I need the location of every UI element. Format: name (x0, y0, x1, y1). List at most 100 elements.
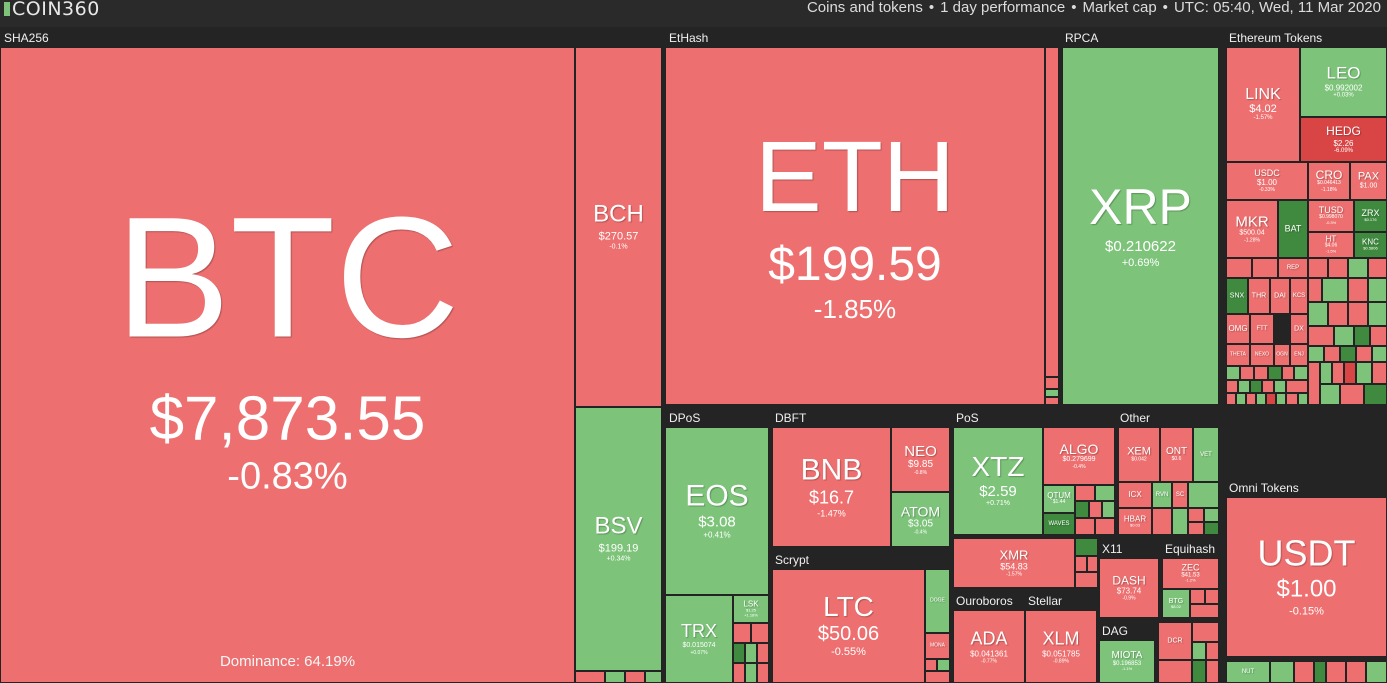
small-coin-tile[interactable] (1075, 572, 1098, 588)
small-coin-tile[interactable] (605, 671, 625, 683)
small-coin-tile[interactable] (1320, 362, 1332, 384)
small-coin-tile[interactable] (1308, 346, 1324, 362)
small-coin-tile[interactable] (1368, 278, 1387, 302)
small-coin-tile[interactable] (1075, 538, 1098, 556)
coin-tile-btg[interactable]: BTG $8.02 (1162, 589, 1190, 618)
small-coin-tile[interactable] (1344, 362, 1356, 384)
coin-tile-knc[interactable]: KNC $0.5806 (1354, 232, 1387, 258)
coin-tile-trx[interactable]: TRX $0.015074 +0.07% (665, 595, 733, 683)
coin-tile-theta[interactable]: THETA (1226, 344, 1250, 366)
coin-tile-xlm[interactable]: XLM $0.051785 -0.89% (1025, 610, 1097, 683)
small-coin-tile[interactable] (1274, 380, 1286, 393)
coin-tile-ftt[interactable]: FTT (1250, 314, 1274, 344)
filter-coins-and-tokens[interactable]: Coins and tokens (806, 0, 923, 16)
coin-tile-hbar[interactable]: HBAR $0.03 (1118, 508, 1152, 535)
small-coin-tile[interactable] (745, 663, 757, 683)
small-coin-tile[interactable] (1206, 642, 1219, 660)
coin-tile-doge[interactable]: DOGE (925, 569, 950, 633)
small-coin-tile[interactable] (1204, 508, 1219, 522)
small-coin-tile[interactable] (1366, 661, 1387, 683)
coin-tile-xtz[interactable]: XTZ $2.59 +0.71% (953, 427, 1043, 535)
small-coin-tile[interactable] (1372, 362, 1387, 384)
small-coin-tile[interactable] (1204, 522, 1219, 535)
small-coin-tile[interactable] (1188, 522, 1204, 535)
coin-tile-cro[interactable]: CRO $0.046413 -1.18% (1308, 162, 1350, 200)
small-coin-tile[interactable] (1254, 366, 1268, 380)
small-coin-tile[interactable] (1192, 622, 1219, 642)
small-coin-tile[interactable] (1286, 393, 1298, 405)
small-coin-tile[interactable] (1087, 556, 1098, 572)
coin-tile-bch[interactable]: BCH $270.57 -0.1% (575, 47, 662, 407)
coin-tile-ltc[interactable]: LTC $50.06 -0.55% (772, 569, 925, 683)
small-coin-tile[interactable] (1314, 661, 1326, 683)
coin-tile-sc[interactable]: SC (1172, 482, 1188, 508)
coin-tile-mona[interactable]: MONA (925, 633, 950, 659)
small-coin-tile[interactable] (1188, 482, 1219, 508)
coin-tile-vet[interactable]: VET (1193, 427, 1219, 482)
coin-tile-leo[interactable]: LEO $0.992002 +0.03% (1300, 47, 1387, 117)
small-coin-tile[interactable] (1368, 258, 1387, 278)
coin-tile-btc[interactable]: BTC $7,873.55 -0.83% Dominance: 64.19% (0, 47, 575, 683)
small-coin-tile[interactable] (575, 671, 605, 683)
coin-tile-ada[interactable]: ADA $0.041361 -0.77% (953, 610, 1025, 683)
coin-tile-hedg[interactable]: HEDG $2.26 -6.09% (1300, 117, 1387, 162)
small-coin-tile[interactable] (1308, 326, 1334, 346)
small-coin-tile[interactable] (645, 671, 662, 683)
small-coin-tile[interactable] (1348, 278, 1368, 302)
coin-tile-xrp[interactable]: XRP $0.210622 +0.69% (1062, 47, 1219, 405)
small-coin-tile[interactable] (1250, 380, 1262, 393)
coin-tile-atom[interactable]: ATOM $3.05 -0.4% (891, 492, 950, 547)
small-coin-tile[interactable] (1368, 302, 1387, 326)
coin-tile-neo[interactable]: NEO $9.85 -0.8% (891, 427, 950, 492)
small-coin-tile[interactable] (1348, 258, 1368, 278)
small-coin-tile[interactable] (1190, 589, 1205, 604)
small-coin-tile[interactable] (625, 671, 645, 683)
small-coin-tile[interactable] (1308, 302, 1328, 326)
coin-tile-bnb[interactable]: BNB $16.7 -1.47% (772, 427, 891, 547)
small-coin-tile[interactable] (1075, 501, 1089, 518)
coin-tile-xmr[interactable]: XMR $54.83 -1.57% (953, 538, 1075, 588)
small-coin-tile[interactable] (1328, 302, 1348, 326)
small-coin-tile[interactable] (937, 659, 950, 671)
small-coin-tile[interactable] (1270, 661, 1294, 683)
small-coin-tile[interactable] (1308, 362, 1320, 405)
coin-tile-pax[interactable]: PAX $1.00 (1350, 162, 1387, 200)
small-coin-tile[interactable] (1089, 501, 1102, 518)
small-coin-tile[interactable] (1240, 366, 1254, 380)
small-coin-tile[interactable] (1190, 604, 1219, 618)
small-coin-tile[interactable] (1252, 258, 1278, 278)
small-coin-tile[interactable] (1172, 508, 1188, 535)
small-coin-tile[interactable] (1045, 389, 1059, 397)
coin360-logo[interactable]: COIN360 (4, 0, 100, 19)
coin-tile-tusd[interactable]: TUSD $0.998070 -0.3% (1308, 200, 1354, 232)
coin-tile-miota[interactable]: MIOTA $0.196853 -1.1% (1099, 640, 1155, 683)
small-coin-tile[interactable] (1262, 380, 1274, 393)
small-coin-tile[interactable] (757, 643, 769, 663)
small-coin-tile[interactable] (1286, 380, 1308, 393)
small-coin-tile[interactable] (1356, 362, 1372, 384)
coin-tile-link[interactable]: LINK $4.02 -1.57% (1226, 47, 1300, 162)
small-coin-tile[interactable] (1354, 326, 1370, 346)
small-coin-tile[interactable] (1192, 660, 1206, 683)
coin-tile-mkr[interactable]: MKR $500.04 -1.28% (1226, 200, 1278, 258)
small-coin-tile[interactable] (1226, 393, 1236, 405)
small-coin-tile[interactable] (1298, 393, 1308, 405)
small-coin-tile[interactable] (1294, 661, 1314, 683)
small-coin-tile[interactable] (1102, 501, 1115, 518)
small-coin-tile[interactable] (1075, 518, 1095, 535)
small-coin-tile[interactable] (1308, 258, 1328, 278)
coin-tile-xem[interactable]: XEM $0.042 (1118, 427, 1160, 482)
small-coin-tile[interactable] (1045, 377, 1059, 389)
coin-tile-usdc[interactable]: USDC $1.00 -0.33% (1226, 162, 1308, 200)
coin-tile-thr[interactable]: THR (1248, 278, 1270, 314)
small-coin-tile[interactable] (1256, 393, 1266, 405)
coin-tile-dcr[interactable]: DCR (1158, 622, 1192, 660)
small-coin-tile[interactable] (1246, 393, 1256, 405)
small-coin-tile[interactable] (1095, 485, 1115, 501)
small-coin-tile[interactable] (1320, 384, 1340, 405)
small-coin-tile[interactable] (925, 671, 950, 683)
filter-period[interactable]: 1 day performance (940, 0, 1066, 16)
coin-tile-dx[interactable]: DX (1290, 314, 1308, 344)
coin-tile-eth[interactable]: ETH $199.59 -1.85% (665, 47, 1045, 405)
coin-tile-algo[interactable]: ALGO $0.279699 -0.4% (1043, 427, 1115, 485)
